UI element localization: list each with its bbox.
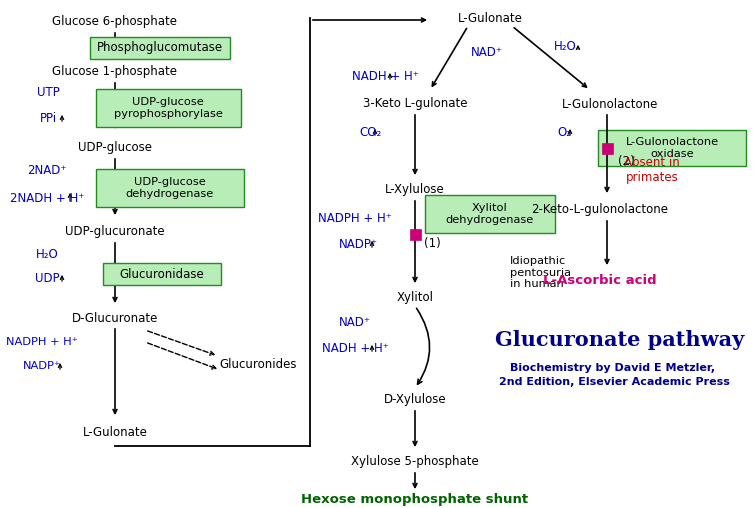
Text: UTP: UTP: [37, 86, 60, 100]
Text: NADP⁺: NADP⁺: [338, 238, 378, 250]
Text: Glucuronides: Glucuronides: [219, 358, 297, 370]
Text: (1): (1): [424, 238, 440, 250]
Text: UDP-glucuronate: UDP-glucuronate: [65, 226, 165, 238]
Text: NAD⁺: NAD⁺: [339, 315, 371, 329]
Text: L-Ascorbic acid: L-Ascorbic acid: [543, 273, 657, 287]
Text: L-Xylulose: L-Xylulose: [385, 183, 445, 197]
Bar: [90, 37, 230, 59]
Text: 3-Keto L-gulonate: 3-Keto L-gulonate: [362, 98, 467, 111]
Text: UDP-glucose
dehydrogenase: UDP-glucose dehydrogenase: [126, 177, 214, 199]
Text: L-Gulonate: L-Gulonate: [458, 12, 522, 24]
Text: Glucuronidase: Glucuronidase: [119, 268, 205, 280]
Bar: [96, 169, 244, 207]
Text: NADH + H⁺: NADH + H⁺: [322, 341, 388, 355]
Bar: [409, 229, 421, 239]
Text: D-Xylulose: D-Xylulose: [384, 394, 446, 406]
Text: 2nd Edition, Elsevier Academic Press: 2nd Edition, Elsevier Academic Press: [498, 377, 729, 387]
Text: NADH + H⁺: NADH + H⁺: [352, 70, 418, 82]
Text: O₂: O₂: [557, 125, 571, 139]
Bar: [95, 89, 241, 127]
Bar: [602, 143, 612, 153]
Text: L-Gulonolactone
oxidase: L-Gulonolactone oxidase: [625, 137, 719, 159]
Bar: [425, 195, 555, 233]
Text: 2-Keto-L-gulonolactone: 2-Keto-L-gulonolactone: [532, 204, 668, 216]
Text: UDP-glucose
pyrophosphorylase: UDP-glucose pyrophosphorylase: [113, 97, 223, 119]
Text: NADPH + H⁺: NADPH + H⁺: [6, 337, 78, 347]
Text: H₂O: H₂O: [553, 40, 576, 52]
Text: 2NAD⁺: 2NAD⁺: [27, 164, 66, 176]
Text: PPi: PPi: [39, 111, 57, 124]
Text: UDP-glucose: UDP-glucose: [78, 142, 152, 154]
Bar: [103, 263, 221, 285]
Text: Phosphoglucomutase: Phosphoglucomutase: [97, 42, 223, 54]
Text: CO₂: CO₂: [359, 125, 381, 139]
Text: NADP⁺: NADP⁺: [23, 361, 61, 371]
Text: D-Glucuronate: D-Glucuronate: [72, 311, 159, 325]
Text: (2): (2): [618, 155, 635, 169]
Text: Xylitol: Xylitol: [396, 292, 433, 304]
Text: L-Gulonate: L-Gulonate: [82, 426, 147, 438]
Text: Glucose 6-phosphate: Glucose 6-phosphate: [53, 16, 177, 28]
Text: 2NADH + H⁺: 2NADH + H⁺: [10, 192, 85, 205]
Text: Hexose monophosphate shunt: Hexose monophosphate shunt: [301, 493, 528, 506]
Text: H₂O: H₂O: [35, 247, 58, 261]
Text: Biochemistry by David E Metzler,: Biochemistry by David E Metzler,: [510, 363, 714, 373]
Text: L-Gulonolactone: L-Gulonolactone: [562, 98, 658, 111]
Text: Xylitol
dehydrogenase: Xylitol dehydrogenase: [446, 203, 534, 225]
Text: Glucose 1-phosphate: Glucose 1-phosphate: [53, 66, 177, 79]
Bar: [598, 130, 746, 166]
Text: UDP: UDP: [35, 271, 60, 284]
Text: NAD⁺: NAD⁺: [471, 46, 503, 58]
Text: NADPH + H⁺: NADPH + H⁺: [318, 211, 392, 225]
Text: Idiopathic
pentosuria
in human: Idiopathic pentosuria in human: [510, 256, 571, 289]
Text: Glucuronate pathway: Glucuronate pathway: [495, 330, 744, 350]
Text: Xylulose 5-phosphate: Xylulose 5-phosphate: [351, 456, 479, 468]
Text: Absent in
primates: Absent in primates: [624, 156, 680, 184]
